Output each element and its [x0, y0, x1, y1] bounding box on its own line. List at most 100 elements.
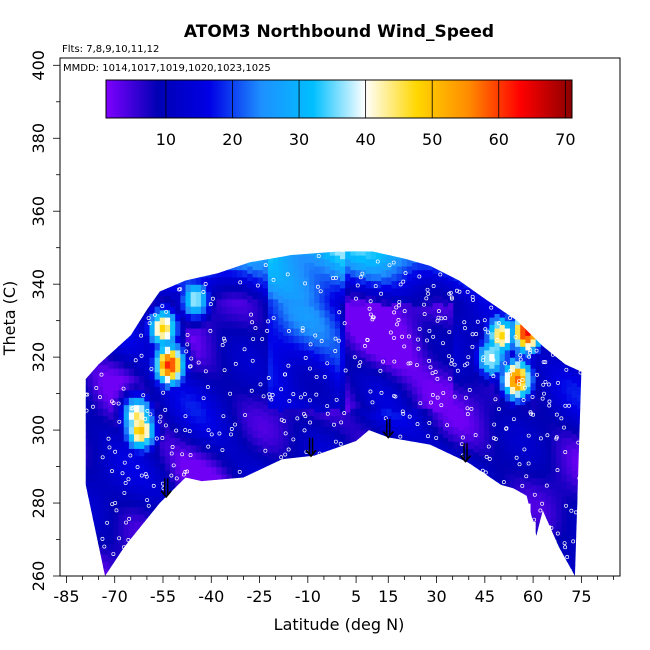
field-cell [551, 510, 557, 519]
field-cell [134, 360, 140, 369]
field-cell [231, 393, 238, 402]
field-cell [345, 331, 351, 340]
field-cell [293, 254, 300, 263]
field-cell [360, 437, 367, 446]
field-cell [92, 473, 99, 482]
field-cell [267, 444, 274, 453]
field-cell [334, 379, 341, 387]
field-cell [200, 466, 207, 475]
field-cell [437, 258, 444, 267]
field-cell [370, 251, 377, 252]
field-cell [103, 349, 109, 358]
field-cell [242, 357, 248, 366]
field-cell [515, 353, 521, 362]
field-cell [144, 473, 151, 482]
field-cell [442, 327, 449, 336]
field-cell [432, 433, 439, 442]
field-cell [299, 240, 305, 248]
field-cell [103, 393, 109, 402]
field-cell [118, 499, 125, 508]
field-cell [401, 397, 408, 406]
field-cell [85, 459, 89, 468]
track-point [562, 425, 566, 430]
field-cell [427, 320, 434, 329]
field-cell [525, 495, 532, 504]
field-cell [509, 415, 516, 424]
field-cell [494, 415, 501, 424]
track-point [518, 353, 523, 358]
field-cell [432, 287, 439, 296]
field-cell [159, 506, 166, 515]
field-cell [211, 400, 218, 409]
track-point [307, 398, 312, 403]
field-cell [252, 371, 259, 380]
field-cell [494, 386, 501, 395]
field-cell [195, 444, 202, 453]
field-cell [221, 284, 228, 293]
field-cell [118, 368, 125, 376]
field-cell [587, 525, 593, 533]
field-cell [535, 513, 542, 522]
field-cell [319, 338, 326, 347]
field-cell [97, 459, 104, 468]
field-cell [226, 415, 233, 424]
field-cell [535, 382, 542, 391]
field-cell [345, 251, 351, 260]
field-cell [479, 397, 485, 406]
field-cell [437, 338, 444, 347]
field-cell [489, 375, 496, 384]
field-cell [247, 280, 254, 289]
field-cell [551, 451, 557, 460]
field-cell [134, 419, 140, 428]
field-cell [489, 448, 496, 457]
field-cell [545, 393, 552, 402]
field-cell [525, 488, 532, 497]
field-cell [437, 411, 444, 420]
field-cell [154, 473, 161, 482]
field-cell [134, 462, 140, 471]
field-cell [386, 298, 393, 307]
field-cell [494, 342, 501, 351]
field-cell [329, 393, 336, 402]
field-cell [376, 331, 382, 340]
track-point [83, 392, 88, 397]
field-cell [226, 393, 233, 402]
field-cell [530, 499, 537, 508]
field-cell [144, 335, 151, 344]
field-cell [381, 437, 387, 446]
field-cell [515, 448, 521, 457]
field-cell [123, 419, 130, 428]
field-cell [412, 422, 418, 431]
field-cell [139, 528, 145, 537]
track-point [441, 341, 445, 346]
field-cell [216, 444, 223, 453]
field-cell [324, 251, 331, 252]
field-cell [582, 430, 588, 438]
x-axis-label: Latitude (deg N) [274, 615, 405, 634]
field-cell [87, 546, 94, 555]
field-cell [237, 349, 243, 358]
field-cell [247, 375, 254, 384]
field-cell [360, 327, 367, 336]
field-cell [108, 448, 115, 457]
field-cell [139, 324, 145, 333]
field-cell [324, 419, 331, 428]
field-cell [242, 327, 248, 336]
field-cell [582, 510, 588, 518]
field-cell [412, 335, 418, 344]
track-point [253, 326, 258, 331]
field-cell [340, 411, 346, 420]
field-cell [576, 466, 582, 475]
field-cell [530, 346, 537, 355]
field-cell [545, 437, 552, 446]
field-cell [211, 269, 218, 278]
arrow-markers [160, 419, 472, 499]
field-cell [108, 557, 115, 566]
track-point [526, 433, 531, 438]
field-cell [231, 320, 238, 329]
field-cell [139, 411, 145, 420]
field-cell [113, 360, 120, 369]
field-cell [154, 386, 161, 395]
field-cell [144, 371, 151, 380]
track-point [303, 281, 308, 286]
